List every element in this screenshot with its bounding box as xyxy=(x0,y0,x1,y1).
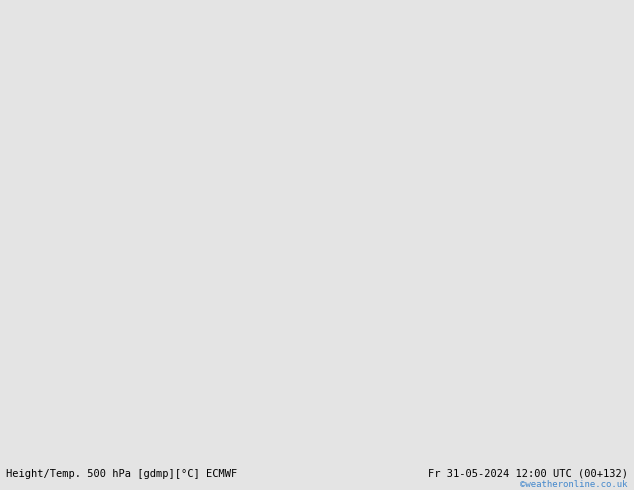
Text: ©weatheronline.co.uk: ©weatheronline.co.uk xyxy=(520,480,628,489)
Text: Height/Temp. 500 hPa [gdmp][°C] ECMWF: Height/Temp. 500 hPa [gdmp][°C] ECMWF xyxy=(6,469,238,479)
Text: Fr 31-05-2024 12:00 UTC (00+132): Fr 31-05-2024 12:00 UTC (00+132) xyxy=(428,469,628,479)
